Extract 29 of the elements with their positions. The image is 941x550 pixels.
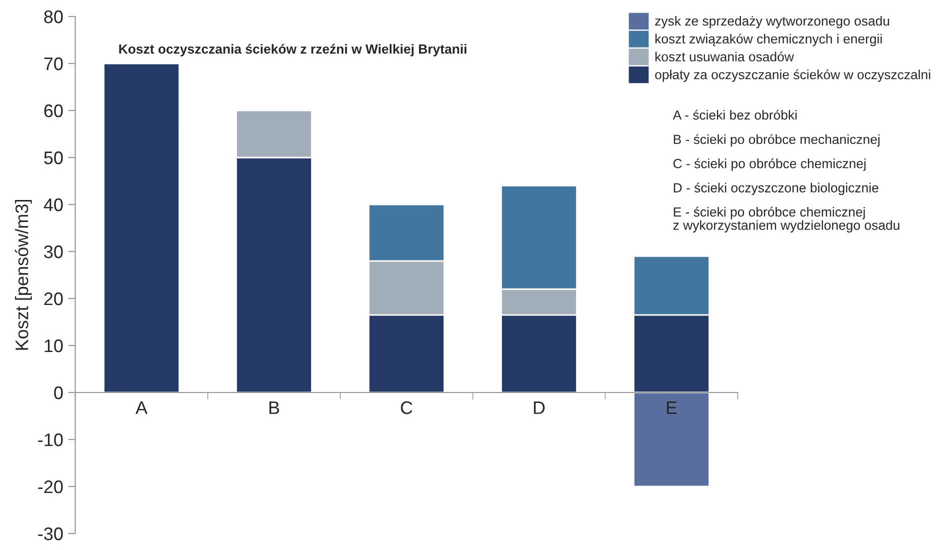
x-tick-label: D xyxy=(534,401,545,414)
legend-label: opłaty za oczyszczanie ścieków w oczyszczalni xyxy=(655,69,930,82)
y-tick-label: -30 xyxy=(38,527,63,540)
y-tick-label: 60 xyxy=(44,104,63,118)
annotation: D - ścieki oczyszczone biologicznie xyxy=(674,182,878,196)
y-axis-title: Koszt [pensów/m3] xyxy=(14,200,32,350)
x-tick-label: E xyxy=(666,401,677,414)
annotation: E - ścieki po obróbce chemicznej z wykorzystaniem wydzielonego osadu xyxy=(673,206,900,233)
y-tick-label: 70 xyxy=(44,57,63,70)
y-tick-label: -10 xyxy=(38,433,63,446)
y-tick-label: 80 xyxy=(44,10,63,24)
y-tick-label: 20 xyxy=(44,292,63,306)
text: Koszt oczyszczania ścieków z rzeźni w Wielkiej Brytanii xyxy=(119,44,466,56)
x-tick-label: C xyxy=(400,401,412,414)
legend-label: koszt związaków chemicznych i energii xyxy=(655,34,882,46)
x-tick-label: B xyxy=(269,401,280,414)
y-tick-label: 40 xyxy=(44,198,63,212)
y-tick-label: 30 xyxy=(44,245,63,258)
y-tick-label: 50 xyxy=(44,151,63,164)
annotation: B - ścieki po obróbce mechanicznej xyxy=(674,134,880,147)
y-tick-label: 0 xyxy=(54,386,63,400)
legend-label: zysk ze sprzedaży wytworzonego osadu xyxy=(655,16,890,28)
x-tick-label: A xyxy=(136,401,148,414)
y-tick-label: -20 xyxy=(38,480,63,494)
annotation: A - ścieki bez obróbki xyxy=(672,110,797,120)
annotation: C - ścieki po obróbce chemicznej xyxy=(673,158,866,171)
legend-label: koszt usuwania osadów xyxy=(655,52,794,62)
bar xyxy=(103,62,180,394)
y-tick-label: 10 xyxy=(44,339,63,352)
